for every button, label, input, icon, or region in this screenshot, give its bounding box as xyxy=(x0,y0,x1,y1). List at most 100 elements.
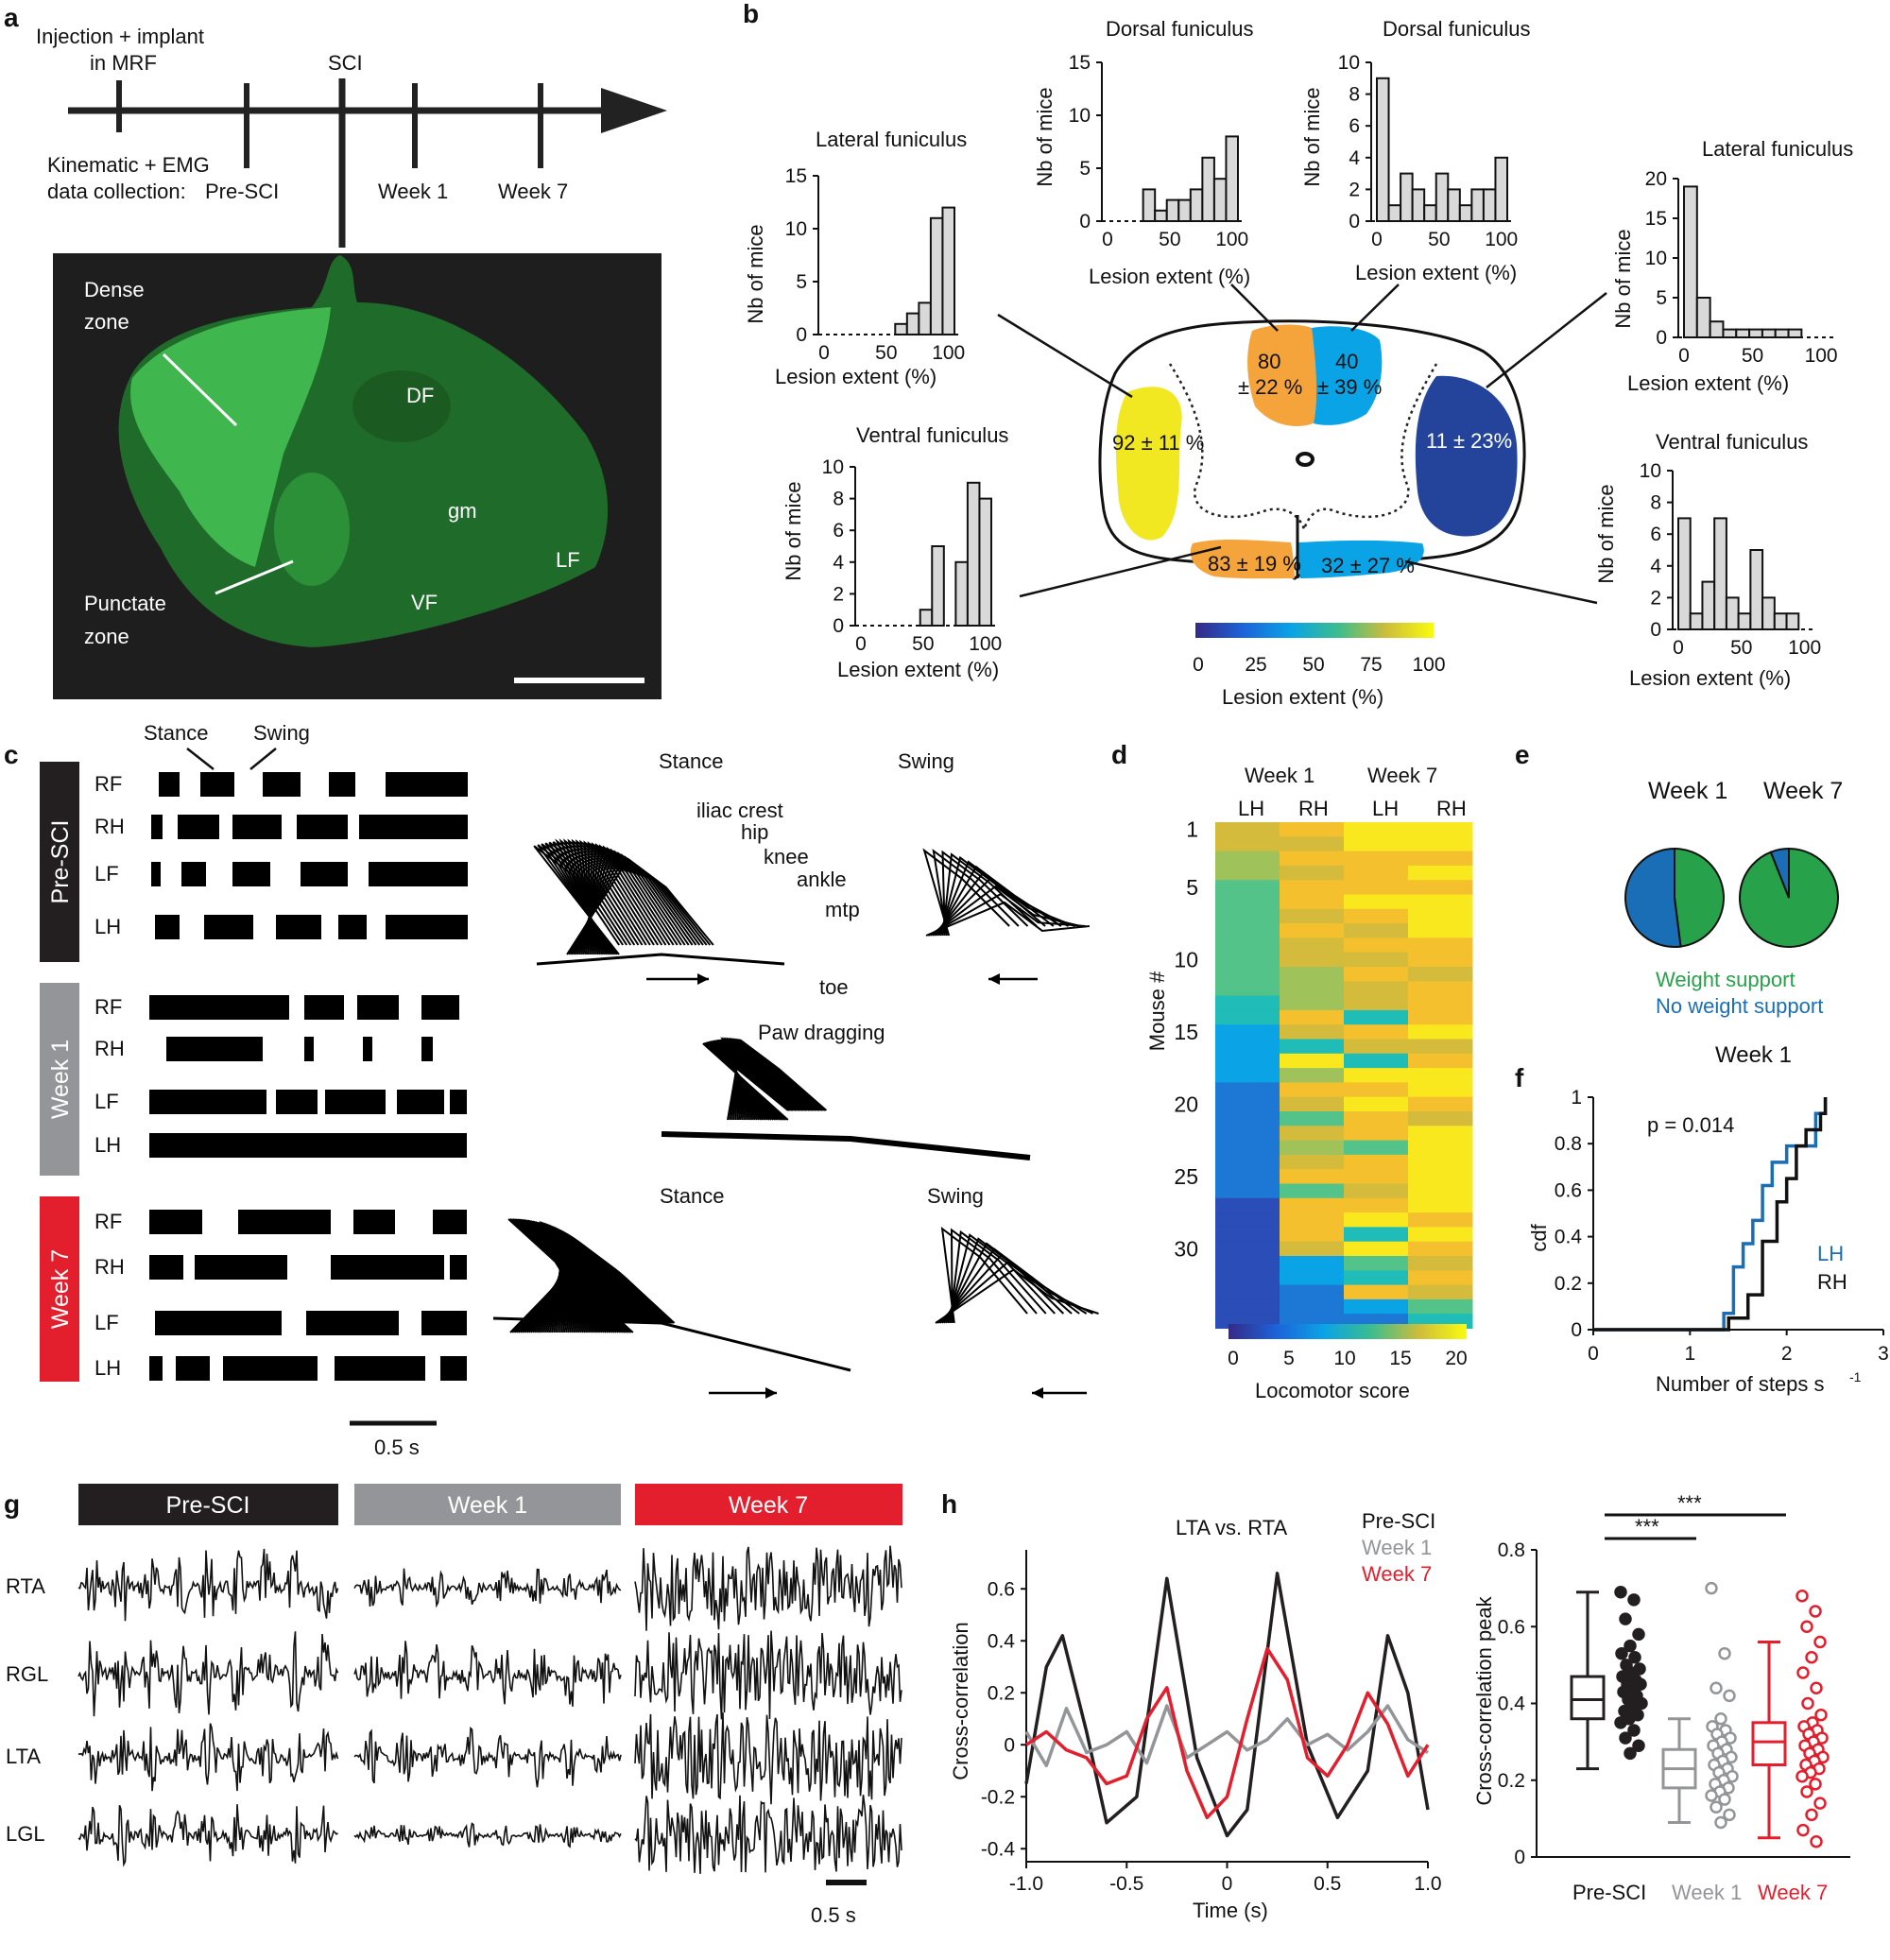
gait-stance-bar xyxy=(304,995,344,1020)
heatmap-cell xyxy=(1280,865,1345,881)
heatmap-cell xyxy=(1408,995,1473,1011)
cdf-x-tick-label: 2 xyxy=(1781,1343,1793,1365)
box-point xyxy=(1723,1689,1736,1703)
emg-muscle-rta: RTA xyxy=(6,1574,45,1598)
histogram-y-tick-label: 10 xyxy=(822,456,844,478)
histogram-5: Ventral funiculus Nb of mice Lesion extent… xyxy=(782,423,1008,681)
histogram-x-tick-label: 0 xyxy=(1673,637,1684,659)
xcorr-plot: -1.0 -0.5 0 0.5 1.0 -0.4 -0.2 0 0.2 0.4 0.6 xyxy=(981,1550,1442,1895)
stick-stance-limb xyxy=(544,842,632,955)
histogram-y-tick-label: 15 xyxy=(1069,52,1091,74)
gait-stance-bar xyxy=(149,995,289,1020)
histogram-bar xyxy=(1749,549,1764,630)
gait-group-box xyxy=(40,1196,79,1382)
heatmap-cell xyxy=(1344,1140,1409,1156)
heatmap-cell xyxy=(1280,908,1345,924)
histogram-x-tick-label: 50 xyxy=(1730,637,1752,659)
heatmap-cell xyxy=(1280,967,1345,982)
gait-limb-label: LF xyxy=(94,862,119,885)
stick-swing2-limb xyxy=(945,1237,1065,1324)
panel-letter-g: g xyxy=(4,1489,20,1519)
histogram-y-tick-label: 10 xyxy=(1640,460,1661,482)
dense-zone-label-2: zone xyxy=(84,310,129,334)
gait-stance-bar xyxy=(325,1090,386,1114)
stick-swing-limb xyxy=(927,893,1086,937)
heatmap-ytick-label: 1 xyxy=(1186,817,1198,842)
gait-stance-bar xyxy=(304,1037,314,1061)
timeline-sci-label: SCI xyxy=(328,51,363,75)
dorsal-left-value-b: ± 22 % xyxy=(1238,375,1302,399)
pie-slice xyxy=(1674,847,1726,948)
heatmap-cell xyxy=(1280,1096,1345,1112)
gait-stance-bar xyxy=(353,1210,395,1234)
pie-title-week1: Week 1 xyxy=(1648,778,1727,804)
emg-trace xyxy=(353,1726,622,1788)
panel-letter-e: e xyxy=(1515,740,1530,769)
stick-stance-limb xyxy=(541,843,628,955)
heatmap-cell xyxy=(1408,894,1473,910)
gait-group-box xyxy=(40,762,79,962)
box-point xyxy=(1813,1635,1827,1649)
emg-trace xyxy=(77,1723,339,1792)
box-point xyxy=(1796,1769,1809,1783)
xcorr-y-tick-label: 0.4 xyxy=(988,1630,1016,1652)
box-point xyxy=(1632,1627,1645,1642)
histogram-y-tick-label: 5 xyxy=(1079,158,1091,180)
heatmap-cell xyxy=(1280,1140,1345,1156)
histogram-bar xyxy=(1785,612,1800,631)
stick-swing2-limb xyxy=(947,1233,1056,1324)
histogram-bar xyxy=(1201,156,1215,222)
swing-pointer xyxy=(249,748,277,770)
histogram-bar xyxy=(1212,178,1228,222)
left-lateral-value: 92 ± 11 % xyxy=(1112,431,1204,455)
timeline-week1-label: Week 1 xyxy=(378,180,448,203)
histogram-title: Lateral funiculus xyxy=(1702,137,1853,161)
cdf-xlabel: Number of steps s xyxy=(1656,1372,1825,1396)
box-point xyxy=(1627,1724,1641,1737)
lesion-colorbar-tick-label: 50 xyxy=(1302,654,1324,676)
panel-letter-d: d xyxy=(1111,740,1127,769)
stick-stance-ground xyxy=(536,953,785,966)
box-point xyxy=(1718,1793,1731,1806)
heatmap-cell xyxy=(1215,1126,1280,1142)
lesion-colorbar xyxy=(1195,623,1434,638)
lesion-colorbar-tick-label: 25 xyxy=(1245,654,1266,676)
histogram-bar xyxy=(1400,172,1414,223)
timeline-collection-label-2: data collection: xyxy=(47,180,186,203)
lesion-colorbar-tick-label: 75 xyxy=(1360,654,1382,676)
emg-header-presci xyxy=(78,1484,338,1525)
panel-letter-h: h xyxy=(941,1489,957,1519)
dorsal-right-value-b: ± 39 % xyxy=(1317,375,1382,399)
histogram-y-tick-label: 10 xyxy=(785,218,807,240)
xcorr-legend-presci: Pre-SCI xyxy=(1362,1509,1435,1533)
emg-trace xyxy=(634,1545,902,1631)
heatmap-cell xyxy=(1280,880,1345,895)
stick-swing2-limb xyxy=(949,1229,1047,1324)
histogram-bar xyxy=(1787,328,1803,339)
heatmap-cell xyxy=(1215,880,1280,895)
box-y-tick-label: 0.6 xyxy=(1498,1616,1525,1638)
histogram-bar xyxy=(1470,188,1485,222)
punctate-zone-label: Punctate xyxy=(84,592,166,615)
stick-stance2-limb xyxy=(507,1218,634,1333)
heatmap-cell xyxy=(1280,937,1345,954)
gait-stance-bar xyxy=(363,1037,372,1061)
heatmap-cell xyxy=(1344,967,1409,982)
heatmap-cell xyxy=(1280,923,1345,938)
histogram-bar xyxy=(1735,328,1751,339)
heatmap-cell xyxy=(1215,908,1280,924)
histogram-bar xyxy=(1774,328,1790,339)
connector-dorsal-right xyxy=(1350,284,1400,332)
heatmap-cell xyxy=(1215,1024,1280,1040)
histogram-y-tick-label: 4 xyxy=(1349,147,1360,169)
histogram-bar xyxy=(1154,209,1168,223)
heatmap-cell xyxy=(1344,981,1409,997)
heatmap-cell xyxy=(1408,1039,1473,1055)
xcorr-y-tick-label: -0.4 xyxy=(981,1838,1016,1860)
stick-stance-limb xyxy=(533,845,620,955)
histogram-bar xyxy=(905,312,920,336)
heatmap-ytick-label: 15 xyxy=(1174,1020,1198,1044)
connector-dorsal-left xyxy=(1230,284,1279,332)
gait-stance-bar xyxy=(223,1356,318,1381)
heatmap-cell xyxy=(1344,937,1409,954)
